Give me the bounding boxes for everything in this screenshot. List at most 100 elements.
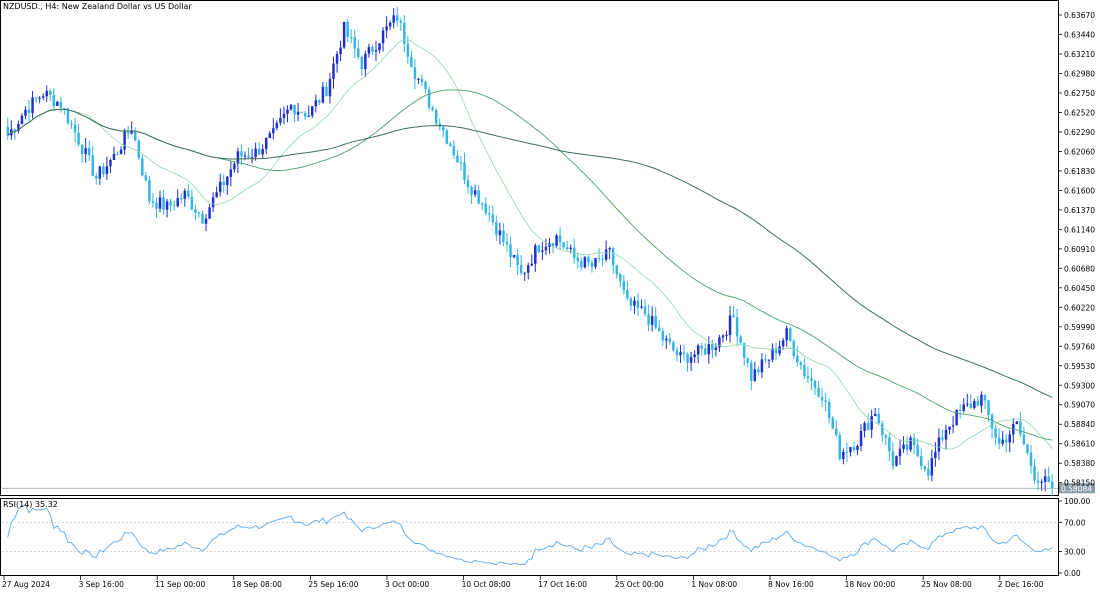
candle-body (392, 15, 395, 23)
candle-body (534, 245, 537, 264)
axes-labels: 0.63670 0.63440 0.63210 0.62980 0.62750 0.625… (2, 11, 1095, 589)
candle-body (480, 203, 484, 205)
candle-body (261, 148, 264, 155)
candle-body (1036, 480, 1040, 483)
candle-body (105, 166, 109, 174)
candle-body (905, 444, 909, 450)
candle-body (31, 97, 34, 113)
rsi-tick-label: 70.00 (1064, 519, 1086, 528)
candle-body (969, 403, 973, 408)
candle-body (399, 20, 403, 23)
candle-body (629, 298, 633, 306)
candle-body (378, 43, 381, 51)
candle-body (6, 126, 10, 136)
candle-body (80, 144, 84, 155)
candle-body (980, 394, 983, 406)
candle-body (859, 430, 863, 447)
candle-body (1050, 481, 1054, 489)
candle-body (647, 314, 650, 325)
candle-body (130, 130, 133, 134)
candle-body (116, 153, 119, 155)
ma-fast-line (7, 39, 1053, 450)
candle-body (877, 414, 880, 424)
y-tick-label: 0.58610 (1064, 440, 1095, 449)
candle-body (767, 359, 771, 361)
candle-body (788, 328, 792, 341)
candle-body (102, 166, 105, 174)
candle-body (565, 247, 569, 250)
candle-body (537, 245, 541, 252)
candle-body (728, 315, 732, 335)
candle-body (842, 451, 845, 460)
candle-body (512, 254, 516, 258)
candle-body (413, 67, 417, 80)
y-tick-label: 0.59990 (1064, 323, 1095, 332)
candle-body (902, 444, 905, 449)
candle-body (665, 338, 668, 341)
candle-body (604, 249, 608, 260)
candle-body (792, 340, 796, 356)
rsi-line (7, 504, 1053, 566)
candle-body (650, 316, 654, 325)
candle-body (311, 106, 314, 116)
candle-body (371, 47, 374, 52)
candle-body (13, 129, 17, 132)
x-tick-label: 1 Nov 08:00 (691, 580, 737, 589)
candle-body (109, 159, 112, 167)
candle-body (229, 169, 233, 177)
y-tick-label: 0.63670 (1064, 11, 1095, 20)
x-tick-label: 10 Oct 08:00 (462, 580, 511, 589)
candle-body (622, 281, 626, 291)
candle-body (643, 306, 647, 315)
y-tick-label: 0.61600 (1064, 186, 1095, 195)
candle-body (619, 274, 622, 282)
candle-body (976, 401, 980, 406)
candle-body (873, 414, 877, 417)
rsi-plot-area (2, 504, 1056, 566)
candle-body (395, 15, 399, 21)
y-tick-label: 0.62520 (1064, 108, 1095, 117)
candle-body (388, 22, 392, 27)
candle-body (555, 235, 558, 246)
candle-body (714, 347, 718, 350)
candle-body (406, 43, 410, 57)
candle-body (746, 357, 749, 363)
candle-body (541, 250, 544, 252)
rsi-panel-frame (0, 498, 1059, 576)
candle-body (1015, 421, 1019, 424)
candle-body (498, 230, 502, 236)
candle-body (250, 157, 254, 159)
candle-body (916, 445, 919, 457)
candle-body (502, 230, 505, 242)
candle-body (314, 100, 318, 107)
candle-body (233, 163, 236, 170)
candle-body (820, 396, 824, 401)
candle-body (133, 130, 137, 141)
candle-body (197, 212, 201, 214)
y-tick-label: 0.59530 (1064, 362, 1095, 371)
y-tick-label: 0.62060 (1064, 147, 1095, 156)
candle-body (505, 241, 509, 245)
candle-body (56, 101, 59, 107)
candle-body (1001, 439, 1004, 444)
candle-body (803, 365, 806, 377)
candle-body (204, 218, 208, 224)
candle-body (633, 300, 636, 306)
candle-body (353, 37, 356, 49)
candle-body (597, 257, 601, 259)
chart-timeframe: H4 (45, 2, 56, 11)
candle-body (332, 63, 335, 79)
candle-body (66, 108, 70, 124)
rsi-tick-label: 30.00 (1064, 547, 1086, 556)
x-tick-label: 2 Dec 16:00 (998, 580, 1044, 589)
candle-body (781, 340, 785, 347)
candle-body (785, 328, 788, 341)
y-tick-label: 0.60680 (1064, 264, 1095, 273)
y-tick-label: 0.61140 (1064, 225, 1095, 234)
candle-body (580, 261, 583, 268)
y-tick-label: 0.59300 (1064, 381, 1095, 390)
candle-body (590, 262, 594, 267)
y-tick-label: 0.59760 (1064, 342, 1095, 351)
candle-body (661, 331, 665, 341)
